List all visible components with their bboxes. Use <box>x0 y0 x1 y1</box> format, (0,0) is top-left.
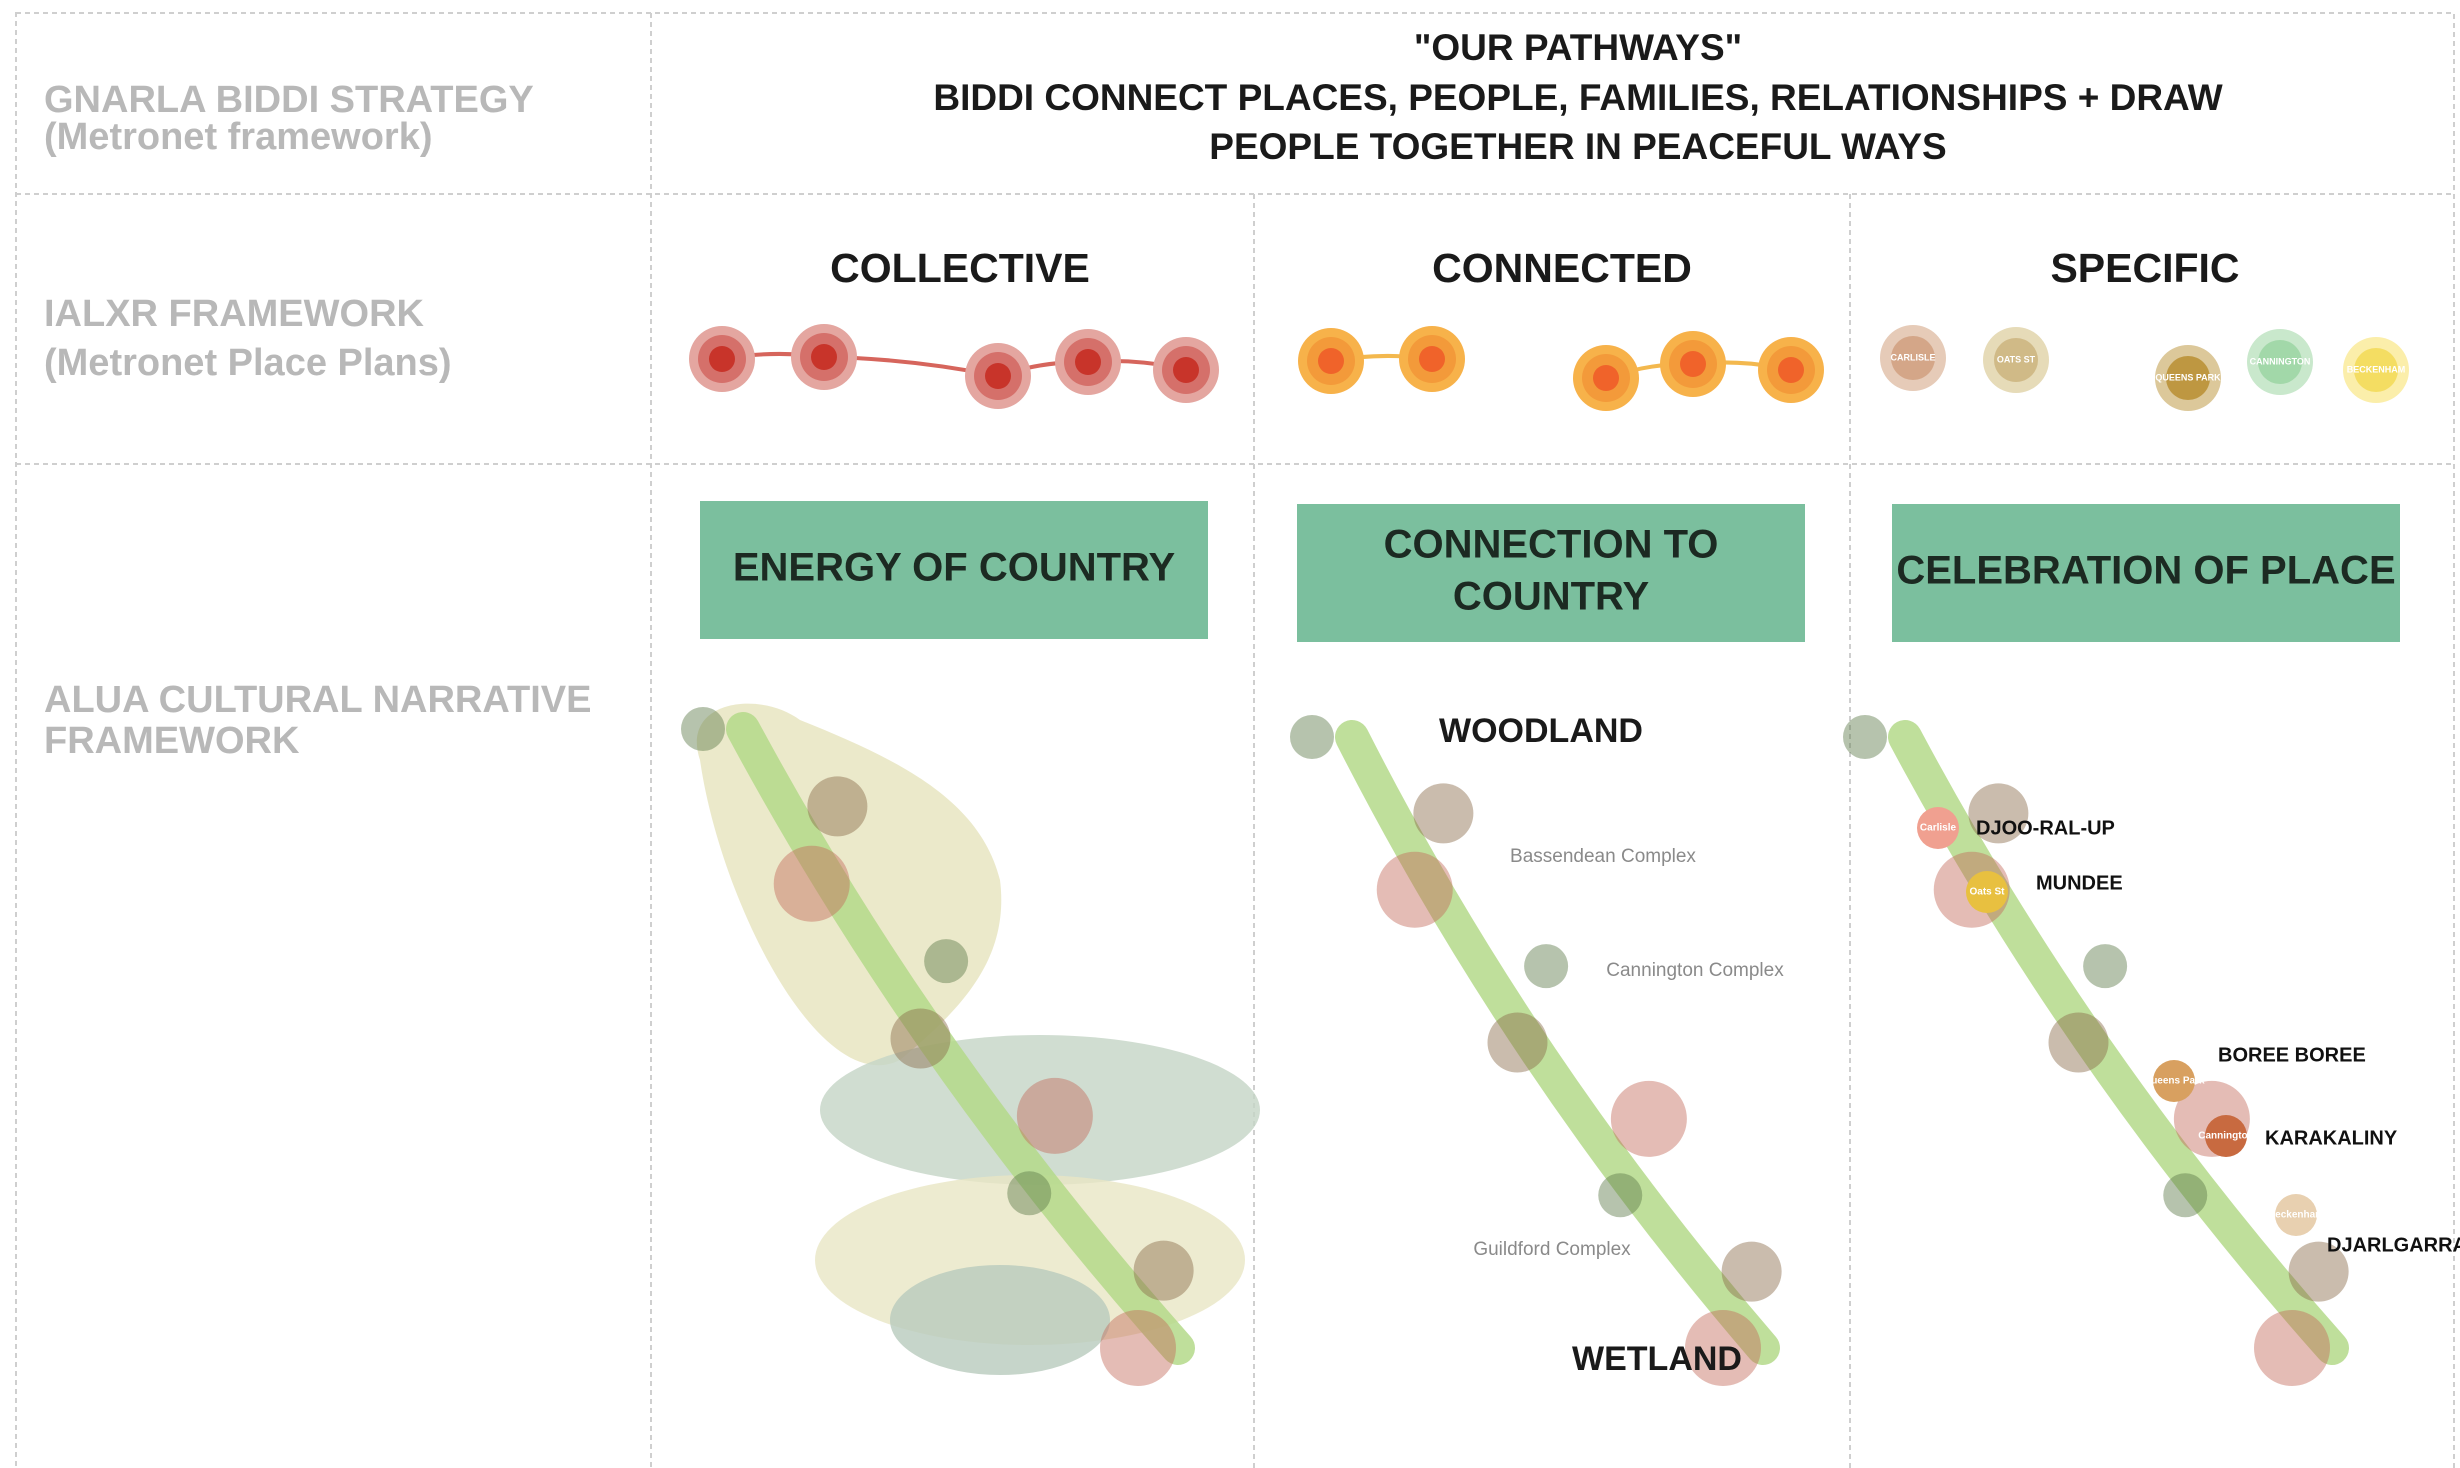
map-label: WOODLAND <box>1439 712 1643 750</box>
station-core <box>811 344 837 370</box>
station-core <box>1318 348 1344 374</box>
station-label: OATS ST <box>1997 354 2036 364</box>
foliage <box>2163 1173 2207 1217</box>
foliage <box>1598 1173 1642 1217</box>
diagram: GNARLA BIDDI STRATEGY(Metronet framework… <box>0 0 2460 1468</box>
station-label: CANNINGTON <box>2250 356 2311 366</box>
station-label: CARLISLE <box>1891 352 1936 362</box>
foliage <box>1290 715 1334 759</box>
theme-label: CONNECTION TO <box>1384 523 1719 567</box>
theme-label: CELEBRATION OF PLACE <box>1896 549 2395 593</box>
station-core <box>1075 349 1101 375</box>
map-label: Guildford Complex <box>1473 1239 1631 1260</box>
map-label: KARAKALINY <box>2265 1127 2398 1149</box>
foliage <box>1843 715 1887 759</box>
foliage <box>1100 1310 1176 1386</box>
theme-label: COUNTRY <box>1453 575 1650 619</box>
station-core <box>1419 346 1445 372</box>
theme-label: ENERGY OF COUNTRY <box>733 546 1176 590</box>
station-core <box>1173 357 1199 383</box>
column-title: CONNECTED <box>1432 245 1692 291</box>
station-label: QUEENS PARK <box>2155 372 2221 382</box>
foliage <box>681 707 725 751</box>
map-label: MUNDEE <box>2036 872 2123 894</box>
left-label: (Metronet framework) <box>44 116 433 158</box>
station-core <box>1593 365 1619 391</box>
illustrations <box>681 704 2349 1386</box>
foliage <box>1413 783 1473 843</box>
page: GNARLA BIDDI STRATEGY(Metronet framework… <box>0 0 2460 1468</box>
foliage <box>891 1009 951 1069</box>
header-title: PEOPLE TOGETHER IN PEACEFUL WAYS <box>1209 126 1946 167</box>
dot-label: Oats St <box>1969 887 2005 898</box>
station-label: BECKENHAM <box>2347 364 2406 374</box>
map-label: DJOO-RAL-UP <box>1976 817 2115 839</box>
foliage <box>2254 1310 2330 1386</box>
blob <box>890 1265 1110 1375</box>
foliage <box>807 776 867 836</box>
map-label: Cannington Complex <box>1606 960 1784 981</box>
left-label: IALXR FRAMEWORK <box>44 293 425 335</box>
dot-label: Queens Park <box>2143 1076 2205 1087</box>
foliage <box>1377 852 1453 928</box>
left-label: FRAMEWORK <box>44 720 300 762</box>
foliage <box>1524 944 1568 988</box>
station-core <box>1778 357 1804 383</box>
station-core <box>709 346 735 372</box>
foliage <box>1134 1241 1194 1301</box>
dot-label: Carlisle <box>1920 823 1957 834</box>
foliage <box>1722 1242 1782 1302</box>
dot-label: Beckenham <box>2268 1210 2324 1221</box>
map-label: Bassendean Complex <box>1510 846 1696 867</box>
left-label: ALUA CULTURAL NARRATIVE <box>44 679 591 721</box>
dot-label: Cannington <box>2198 1131 2254 1142</box>
map-label: DJARLGARRA <box>2327 1234 2460 1256</box>
green-path <box>1905 737 2332 1348</box>
column-title: SPECIFIC <box>2050 245 2239 291</box>
column-title: COLLECTIVE <box>830 245 1090 291</box>
foliage <box>1611 1081 1687 1157</box>
header-title: BIDDI CONNECT PLACES, PEOPLE, FAMILIES, … <box>933 77 2222 118</box>
station-core <box>1680 351 1706 377</box>
foliage <box>1017 1078 1093 1154</box>
foliage <box>2083 944 2127 988</box>
left-label: GNARLA BIDDI STRATEGY <box>44 79 534 121</box>
station-core <box>985 363 1011 389</box>
foliage <box>2049 1013 2109 1073</box>
foliage <box>1007 1171 1051 1215</box>
foliage <box>774 846 850 922</box>
left-label: (Metronet Place Plans) <box>44 342 452 384</box>
map-label: BOREE BOREE <box>2218 1044 2366 1066</box>
map-label: WETLAND <box>1572 1340 1742 1378</box>
foliage <box>924 939 968 983</box>
foliage <box>1488 1013 1548 1073</box>
header-title: "OUR PATHWAYS" <box>1414 27 1742 68</box>
